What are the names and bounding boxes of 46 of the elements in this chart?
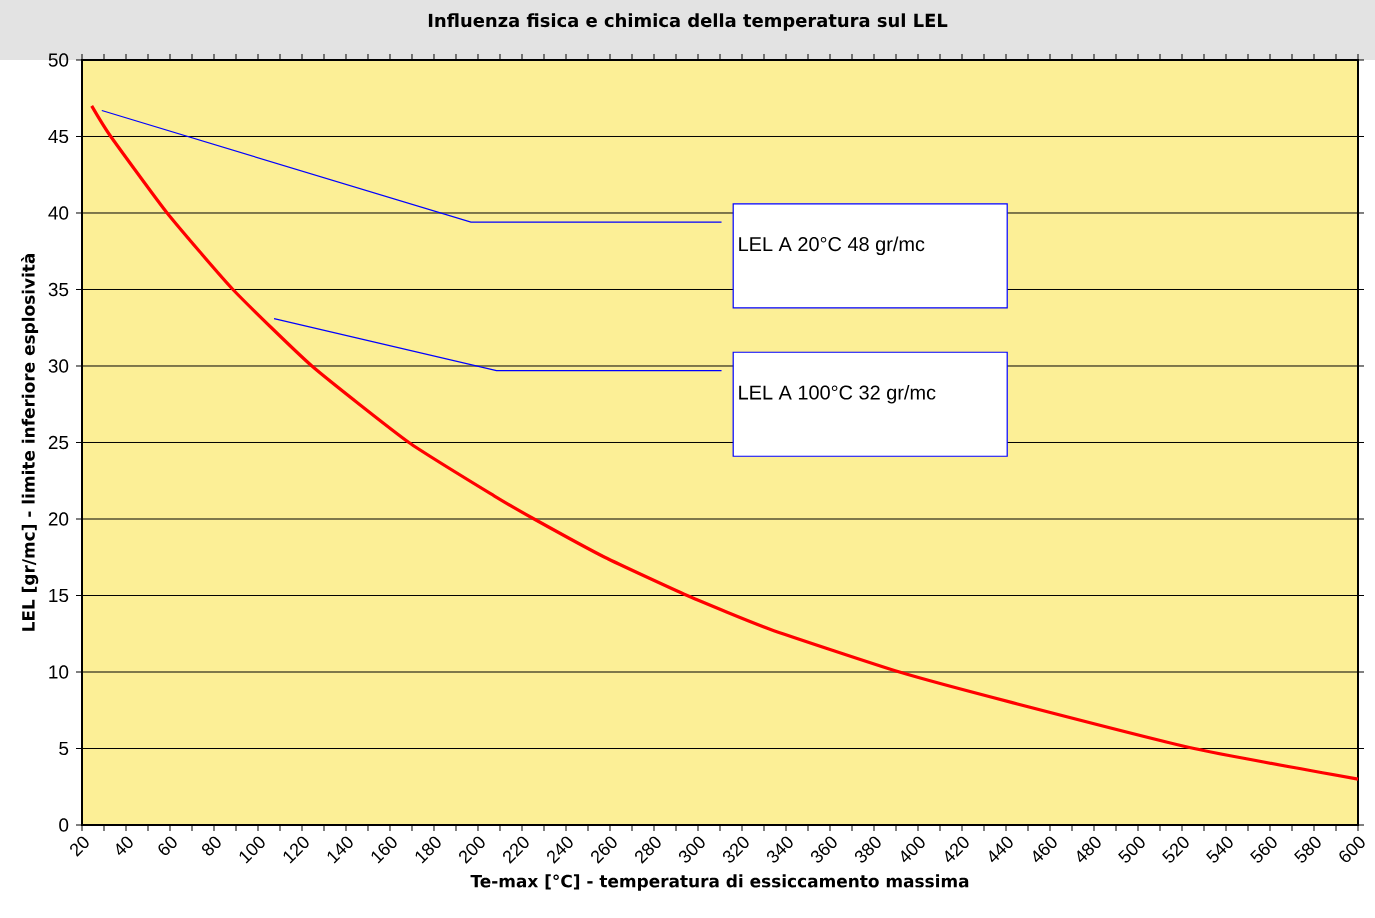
y-tick-label: 10 xyxy=(49,665,69,679)
x-tick-label: 600 xyxy=(1339,836,1365,863)
x-tick-label: 100 xyxy=(239,836,265,864)
y-tick-label: 45 xyxy=(48,129,69,144)
x-tick-label: 220 xyxy=(503,836,529,864)
x-tick-label: 380 xyxy=(854,836,881,863)
y-tick-label: 30 xyxy=(48,359,69,373)
x-tick-label: 180 xyxy=(415,836,441,864)
y-tick-label: 5 xyxy=(59,741,69,756)
y-tick-label: 40 xyxy=(48,206,69,220)
x-tick-label: 340 xyxy=(766,836,793,863)
x-tick-label: 40 xyxy=(116,836,133,856)
x-axis-title: Te-max [°C] - temperatura di essiccamento massima xyxy=(470,874,969,891)
x-tick-label: 160 xyxy=(371,836,397,864)
x-tick-label: 240 xyxy=(547,836,573,864)
x-tick-label: 360 xyxy=(810,836,837,863)
x-tick-label: 560 xyxy=(1250,836,1277,863)
y-tick-label: 15 xyxy=(49,588,69,603)
annotation: LEL A 20°C 48 gr/mc xyxy=(739,236,925,256)
y-tick-label: 25 xyxy=(48,435,69,450)
y-tick-label: 0 xyxy=(59,818,69,832)
x-tick-label: 460 xyxy=(1033,836,1057,863)
annotation: LEL A 100°C 32 gr/mc xyxy=(739,384,936,404)
x-tick-label: 440 xyxy=(989,836,1013,863)
x-tick-label: 580 xyxy=(1294,836,1321,863)
y-axis-title: LEL [gr/mc] - limite inferiore esplosività xyxy=(21,253,39,631)
x-tick-label: 260 xyxy=(591,836,617,864)
x-tick-label: 140 xyxy=(327,836,353,864)
x-tick-label: 80 xyxy=(201,836,221,856)
x-tick-label: 500 xyxy=(1118,836,1145,863)
x-tick-label: 300 xyxy=(678,836,705,863)
x-tick-label: 280 xyxy=(635,836,661,864)
line-series xyxy=(90,104,1360,781)
x-tick-label: 120 xyxy=(283,836,309,864)
x-tick-label: 420 xyxy=(945,836,969,863)
y-tick-label: 20 xyxy=(48,512,69,526)
x-tick-label: 200 xyxy=(459,836,485,864)
chart-title: Influenza fisica e chimica della temperatura sul LEL xyxy=(428,13,948,31)
x-tick-label: 60 xyxy=(158,836,177,855)
x-tick-label: 540 xyxy=(1206,836,1233,863)
x-tick-label: 520 xyxy=(1162,836,1189,863)
x-tick-label: 400 xyxy=(901,836,925,863)
y-tick-label: 50 xyxy=(48,53,69,67)
y-tick-label: 35 xyxy=(48,282,69,297)
x-tick-label: 480 xyxy=(1077,836,1101,863)
x-tick-label: 320 xyxy=(722,836,749,863)
